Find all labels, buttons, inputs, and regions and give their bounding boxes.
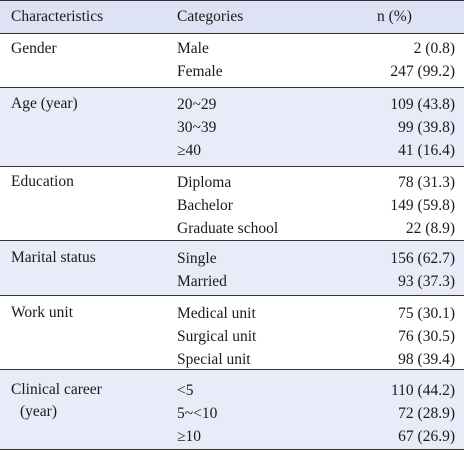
value-cell: 156 (62.7) <box>390 250 455 267</box>
category-cell: Single <box>177 250 217 267</box>
value-column: 75 (30.1) 76 (30.5) 98 (39.4) <box>398 302 455 371</box>
value-column: 110 (44.2) 72 (28.9) 67 (26.9) <box>391 379 455 448</box>
category-cell: <5 <box>177 382 194 399</box>
value-cell: 2 (0.8) <box>413 40 455 57</box>
group-marital-status: Marital status Single Married 156 (62.7)… <box>0 241 464 296</box>
category-cell: Married <box>177 273 227 290</box>
value-cell: 109 (43.8) <box>390 96 455 113</box>
category-cell: Graduate school <box>177 220 279 237</box>
category-cell: Special unit <box>177 351 251 368</box>
value-cell: 247 (99.2) <box>390 63 455 80</box>
group-work-unit: Work unit Medical unit Surgical unit Spe… <box>0 296 464 370</box>
group-label: Work unit <box>11 304 74 321</box>
category-cell: ≥40 <box>177 142 202 159</box>
value-cell: 72 (28.9) <box>398 405 455 422</box>
value-cell: 22 (8.9) <box>405 220 455 237</box>
group-label: Age (year) <box>11 95 78 112</box>
category-cell: Surgical unit <box>177 328 257 345</box>
value-column: 78 (31.3) 149 (59.8) 22 (8.9) <box>390 171 455 240</box>
table-header: Characteristics Categories n (%) <box>0 1 464 34</box>
category-column: Single Married <box>177 247 227 293</box>
group-label: Clinical career (year) <box>11 381 102 420</box>
value-column: 156 (62.7) 93 (37.3) <box>390 247 455 293</box>
group-label: Marital status <box>11 249 96 266</box>
category-cell: Medical unit <box>177 305 256 322</box>
header-n-percent: n (%) <box>377 8 412 25</box>
value-cell: 99 (39.8) <box>398 119 455 136</box>
value-cell: 93 (37.3) <box>398 273 455 290</box>
category-column: <5 5~<10 ≥10 <box>177 379 217 448</box>
category-cell: ≥10 <box>177 428 202 445</box>
category-cell: Male <box>177 40 209 57</box>
category-cell: 5~<10 <box>177 405 218 422</box>
group-education: Education Diploma Bachelor Graduate scho… <box>0 167 464 241</box>
category-column: Male Female <box>177 37 223 83</box>
group-gender: Gender Male Female 2 (0.8) 247 (99.2) <box>0 34 464 88</box>
value-cell: 67 (26.9) <box>398 428 455 445</box>
value-cell: 76 (30.5) <box>398 328 455 345</box>
category-cell: Female <box>177 63 223 80</box>
category-column: 20~29 30~39 ≥40 <box>177 93 216 162</box>
value-cell: 78 (31.3) <box>398 174 455 191</box>
value-cell: 75 (30.1) <box>398 305 455 322</box>
category-cell: 30~39 <box>177 119 217 136</box>
category-cell: 20~29 <box>177 96 217 113</box>
category-column: Medical unit Surgical unit Special unit <box>177 302 256 371</box>
value-cell: 110 (44.2) <box>391 382 455 399</box>
category-cell: Bachelor <box>177 197 233 214</box>
value-cell: 98 (39.4) <box>398 351 455 368</box>
group-label: Education <box>11 173 74 190</box>
category-column: Diploma Bachelor Graduate school <box>177 171 278 240</box>
group-clinical-career: Clinical career (year) <5 5~<10 ≥10 110 … <box>0 370 464 450</box>
value-cell: 41 (16.4) <box>398 142 455 159</box>
header-categories: Categories <box>177 8 244 25</box>
value-column: 109 (43.8) 99 (39.8) 41 (16.4) <box>390 93 455 162</box>
category-cell: Diploma <box>177 174 232 191</box>
value-column: 2 (0.8) 247 (99.2) <box>390 37 455 83</box>
value-cell: 149 (59.8) <box>390 197 455 214</box>
header-characteristics: Characteristics <box>11 8 104 25</box>
group-label: Gender <box>11 40 57 57</box>
group-age: Age (year) 20~29 30~39 ≥40 109 (43.8) 99… <box>0 88 464 167</box>
